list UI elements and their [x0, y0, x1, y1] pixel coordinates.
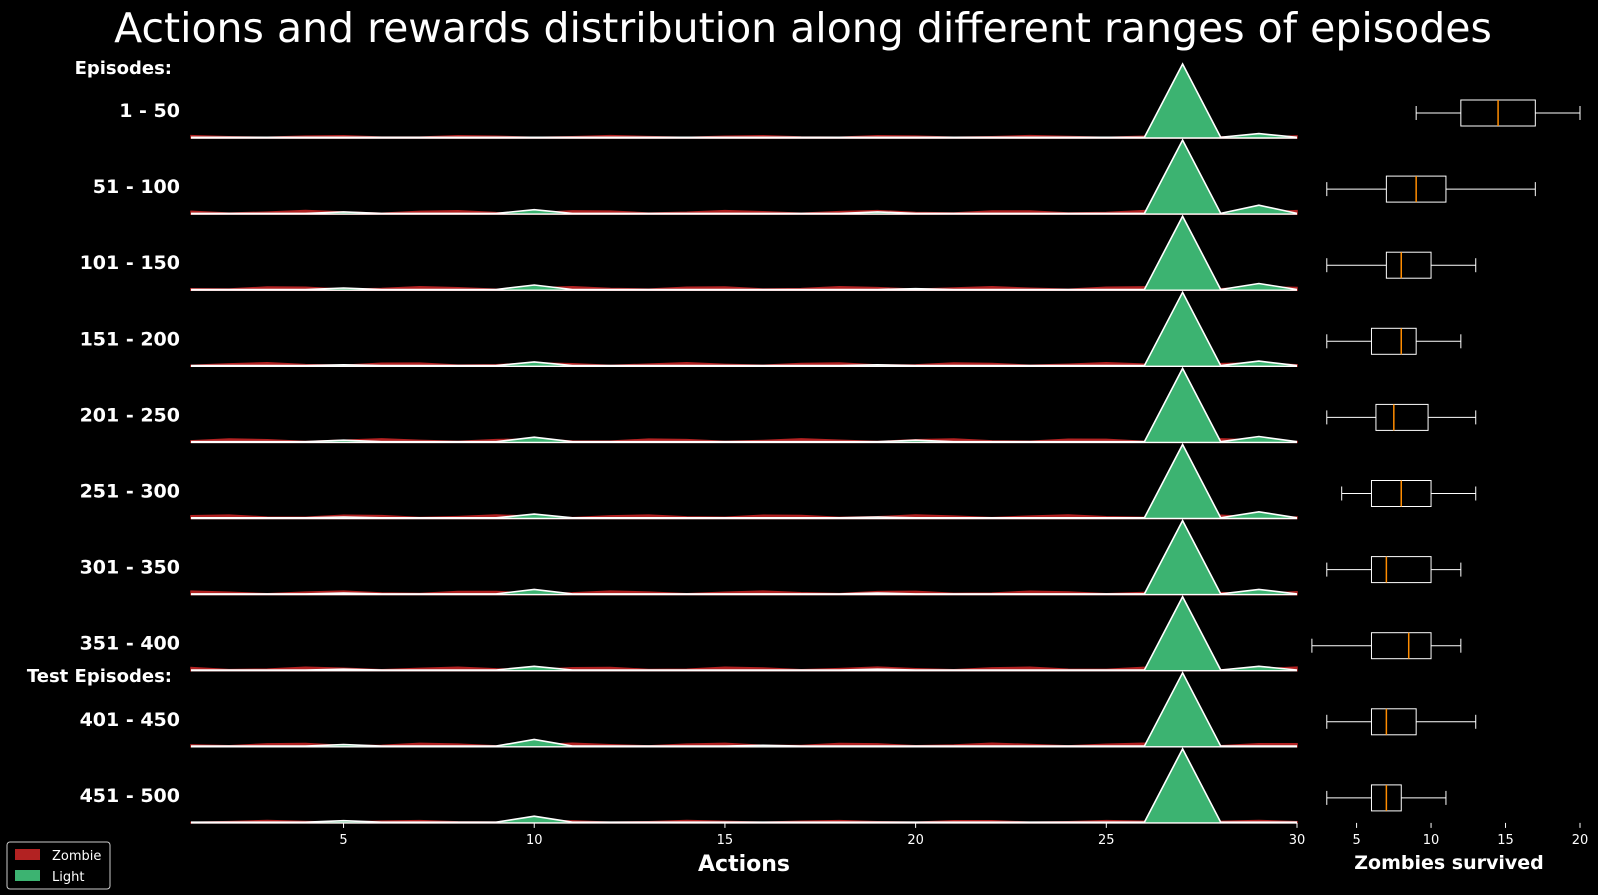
actions-x-axis: 5 10 15 20 25 30 [339, 822, 1306, 848]
row-label: 151 - 200 [80, 328, 180, 350]
row-label: 401 - 450 [80, 709, 180, 731]
boxplot [1326, 784, 1447, 812]
x-tick-label: 30 [1289, 833, 1306, 848]
x-tick-label: 15 [717, 833, 734, 848]
x-tick-label: 5 [339, 833, 347, 848]
legend-swatch-light [15, 870, 40, 881]
row-label: 301 - 350 [80, 557, 180, 579]
box-iqr [1370, 632, 1432, 660]
box-iqr [1375, 403, 1429, 431]
box-iqr [1385, 251, 1432, 279]
boxplot [1326, 556, 1462, 584]
boxplot [1341, 480, 1477, 507]
x-tick-label: 20 [907, 833, 924, 848]
x-tick-label: 25 [1098, 833, 1115, 848]
zombies-axis-label: Zombies survived [1354, 852, 1544, 874]
section-label-test: Test Episodes: [27, 666, 172, 687]
row-label: 101 - 150 [80, 252, 180, 274]
ridge-row: 301 - 350 [80, 518, 1462, 596]
boxplot [1326, 327, 1462, 355]
box-x-tick-label: 5 [1352, 833, 1360, 848]
box-x-tick-label: 15 [1497, 833, 1514, 848]
ridge-rows: 1 - 50 51 - 100 101 - 150 151 - 200 201 - 25… [80, 62, 1581, 824]
box-iqr [1370, 556, 1432, 584]
legend-swatch-zombie [15, 849, 40, 860]
chart-title: Actions and rewards distribution along d… [114, 4, 1492, 52]
box-x-tick-label: 20 [1572, 833, 1589, 848]
ridge-row: 401 - 450 [80, 671, 1477, 748]
ridge-row: 251 - 300 [80, 442, 1477, 520]
ridge-row: 101 - 150 [80, 214, 1477, 291]
row-label: 351 - 400 [80, 633, 180, 655]
section-label-train: Episodes: [75, 58, 172, 79]
boxplot [1326, 175, 1536, 203]
boxplot [1415, 99, 1581, 127]
ridge-row: 201 - 250 [80, 366, 1477, 444]
legend-label-light: Light [52, 870, 84, 885]
row-label: 51 - 100 [93, 176, 180, 198]
row-label: 251 - 300 [80, 481, 180, 503]
boxplot [1326, 403, 1477, 431]
ridge-row: 1 - 50 [119, 62, 1581, 139]
boxplot [1326, 708, 1477, 736]
legend: Zombie Light [6, 841, 111, 890]
boxplot [1311, 632, 1462, 660]
ridge-row: 451 - 500 [80, 747, 1447, 824]
row-label: 201 - 250 [80, 404, 180, 426]
boxplot [1326, 251, 1477, 279]
box-iqr [1370, 327, 1417, 355]
ridge-row: 151 - 200 [80, 290, 1462, 368]
zombies-x-axis: 5 10 15 20 [1352, 822, 1589, 848]
ridge-row: 51 - 100 [93, 138, 1536, 215]
box-x-tick-label: 10 [1423, 833, 1440, 848]
light-density-outline [191, 138, 1298, 215]
row-label: 451 - 500 [80, 785, 180, 807]
box-iqr [1370, 708, 1417, 736]
legend-label-zombie: Zombie [52, 849, 101, 864]
x-tick-label: 10 [526, 833, 543, 848]
ridge-row: 351 - 400 [80, 594, 1462, 672]
actions-axis-label: Actions [698, 852, 790, 877]
row-label: 1 - 50 [119, 100, 180, 122]
